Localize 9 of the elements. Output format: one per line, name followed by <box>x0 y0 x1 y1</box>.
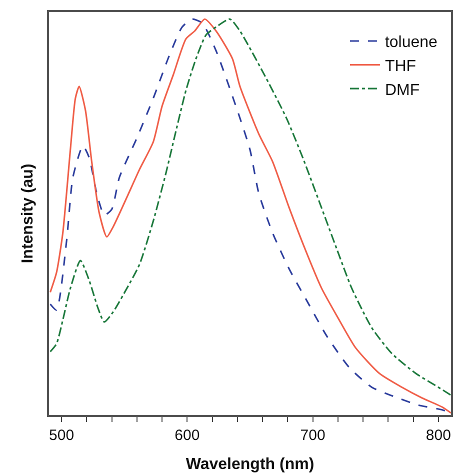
x-axis-title: Wavelength (nm) <box>186 456 314 473</box>
x-tick-label: 500 <box>49 426 74 444</box>
x-tick-label: 800 <box>426 426 451 444</box>
y-axis-title: Intensity (au) <box>20 164 37 264</box>
x-tick-label: 700 <box>300 426 326 444</box>
x-tick-label: 600 <box>174 426 200 444</box>
legend-label: DMF <box>384 82 420 99</box>
legend-label: toluene <box>384 34 438 52</box>
legend-label: THF <box>384 58 416 76</box>
